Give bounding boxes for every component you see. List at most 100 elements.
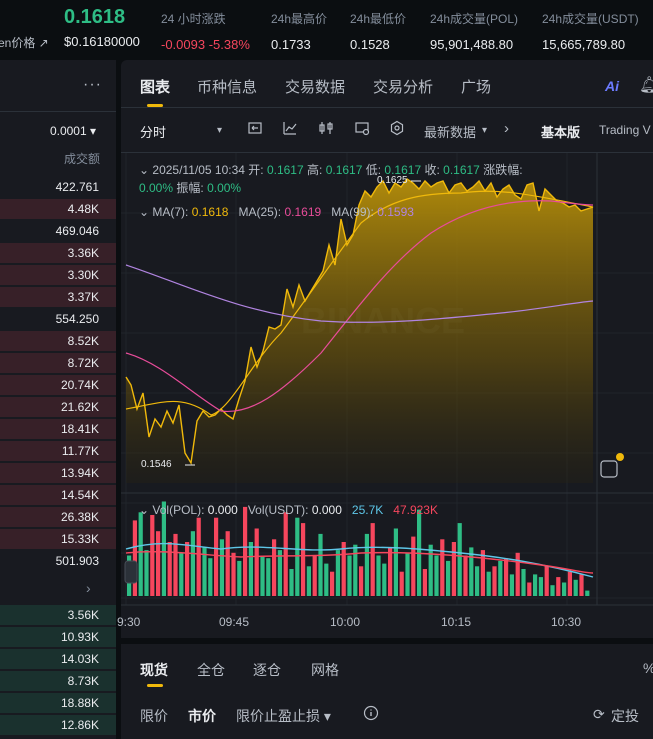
amount-value: 12.86K [60,718,99,732]
ask-row[interactable]: 3.36K [0,242,116,264]
order-type-stop-limit[interactable]: 限价止盈止损 ▾ [236,708,331,724]
ask-row[interactable]: 8.52K [0,330,116,352]
amount-value: 21.62K [60,400,99,414]
ask-row[interactable]: 20.74K [0,374,116,396]
indicator-icon[interactable] [282,120,298,139]
active-tab-indicator [147,684,163,687]
amount-value: 469.046 [55,224,99,238]
bid-row[interactable]: 3.56K [0,604,116,626]
volume-bar [144,550,149,596]
bid-row[interactable]: 8.73K [0,670,116,692]
ask-row[interactable]: 11.77K [0,440,116,462]
volume-bar [475,566,480,596]
ask-row[interactable]: 26.38K [0,506,116,528]
candlestick-icon[interactable] [318,120,334,139]
latest-data-caret-icon[interactable]: ▾ [482,125,488,136]
ohlc-low-label: 低: [365,163,382,177]
ma7-line [125,190,594,416]
percent-icon[interactable]: % [643,660,653,676]
tab-spot[interactable]: 现货 [140,662,168,678]
recurring-icon[interactable]: ⟳ [593,706,605,722]
amount-value: 18.88K [60,696,99,710]
ask-row[interactable]: 3.30K [0,264,116,286]
chevron-down-icon[interactable]: ⌄ [139,163,153,177]
order-type-market[interactable]: 市价 [188,708,216,724]
time-tick-label: 9:30 [117,615,141,629]
ask-row[interactable]: 554.250 [0,308,116,330]
volume-bar [150,515,155,596]
volume-bar [335,550,340,596]
tab-grid[interactable]: 网格 [311,662,339,678]
chart-tabs: 图表 币种信息 交易数据 交易分析 广场 Ai 🔔︎ [121,60,653,108]
bid-row[interactable]: 14.03K [0,648,116,670]
volume-bar [283,512,288,596]
ask-row[interactable]: 4.48K [0,198,116,220]
stat-label: 24h成交量(POL) [430,12,519,26]
version-tradingview[interactable]: Trading V [599,123,651,137]
ask-row[interactable]: 15.33K [0,528,116,550]
amount-value: 501.903 [55,554,99,568]
volume-bar [417,509,422,596]
chevron-down-icon[interactable]: ⌄ [139,205,153,219]
amount-value: 422.761 [55,180,99,194]
bid-row[interactable]: 18.88K [0,692,116,714]
ask-row[interactable]: 422.761 [0,176,116,198]
precision-select[interactable]: 0.0001 ▾ [49,124,96,138]
order-type-limit[interactable]: 限价 [140,708,168,724]
interval-select[interactable]: 分时 [140,125,167,140]
tab-square[interactable]: 广场 [461,79,492,96]
tab-trading-data[interactable]: 交易数据 [285,79,346,96]
more-dots-icon[interactable]: ··· [83,76,102,93]
volume-bar [486,571,491,596]
info-icon[interactable] [363,705,379,724]
hexagon-icon[interactable] [389,120,405,139]
latest-data-select[interactable]: 最新数据 [424,125,477,140]
stat-value: 0.1528 [350,37,390,52]
interval-caret-icon[interactable]: ▾ [217,125,223,136]
ask-row[interactable]: 501.903 [0,550,116,572]
ask-row[interactable]: 3.37K [0,286,116,308]
mark-price-label[interactable]: en价格 ↗ [0,36,49,50]
tab-chart[interactable]: 图表 [140,79,171,96]
replay-icon[interactable] [247,120,263,139]
time-tick-label: 10:15 [441,615,472,629]
bid-row[interactable]: 12.86K [0,714,116,736]
last-price: 0.1618 [64,6,126,28]
ask-row[interactable]: 469.046 [0,220,116,242]
ai-icon[interactable]: Ai [605,78,619,94]
bell-icon[interactable]: 🔔︎ [639,77,653,94]
ask-row[interactable]: 14.54K [0,484,116,506]
ask-row[interactable]: 21.62K [0,396,116,418]
ask-row[interactable]: 8.72K [0,352,116,374]
recurring-button[interactable]: 定投 [611,708,639,724]
ohlc-close-label: 收: [424,163,440,177]
vol-ma1-value: 25.7K [351,503,384,517]
ask-row[interactable]: 18.41K [0,418,116,440]
tab-isolated-margin[interactable]: 逐仓 [253,662,281,678]
volume-bar [451,542,456,596]
tab-coin-info[interactable]: 币种信息 [197,79,258,96]
version-basic[interactable]: 基本版 [541,125,581,140]
amount-value: 20.74K [60,378,99,392]
volume-bar [202,547,207,596]
volume-bar [567,571,572,596]
tab-trading-analysis[interactable]: 交易分析 [373,79,434,96]
chevron-right-icon[interactable]: › [504,120,509,137]
chart-panel: 图表 币种信息 交易数据 交易分析 广场 Ai 🔔︎ 分时 ▾ 最新数据 ▾ ›… [117,60,653,638]
chevron-down-icon[interactable]: ⌄ [139,503,153,517]
chart-settings-icon[interactable] [354,120,370,139]
ma99-value: 0.1593 [377,205,414,219]
volume-bar [260,555,265,596]
volume-readout: ⌄ Vol(POL): 0.000 Vol(USDT): 0.000 25.7K… [139,503,438,517]
stat-24h-vol-pol: 24h成交量(POL) 95,901,488.80 [430,10,518,52]
volume-bar [370,523,375,596]
chart-area[interactable]: BINANCE ⌄ 2025/11/05 10:34 开: 0.1617 高: … [117,152,653,638]
ohlc-high-label: 高: [307,163,323,177]
ask-row[interactable]: 13.94K [0,462,116,484]
volume-bar [428,544,433,596]
high-price-annotation: 0.1625 [377,175,408,186]
bid-row[interactable]: 10.93K [0,626,116,648]
volume-bar [538,577,543,596]
chevron-right-icon[interactable]: › [86,580,91,596]
tab-cross-margin[interactable]: 全仓 [197,662,225,678]
